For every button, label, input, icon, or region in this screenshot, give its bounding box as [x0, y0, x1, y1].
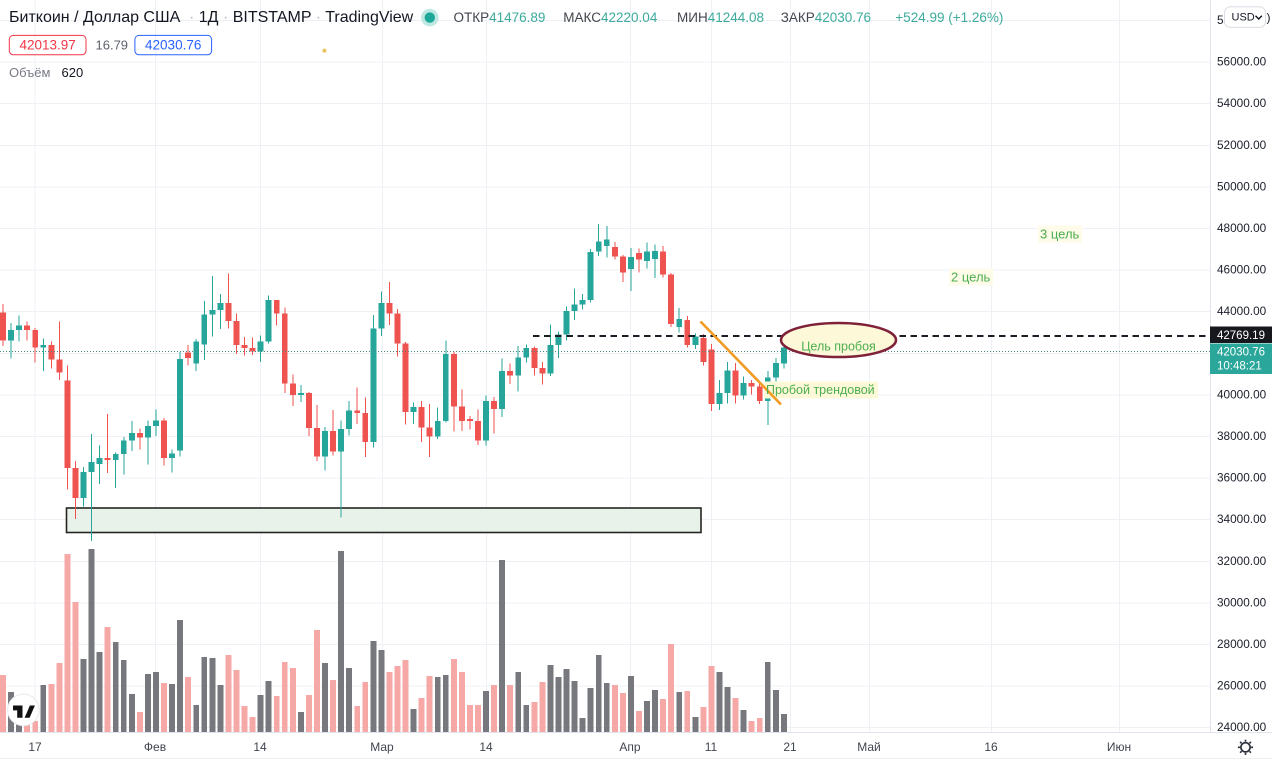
svg-text:14: 14	[479, 740, 493, 754]
svg-text:46000.00: 46000.00	[1217, 263, 1267, 277]
svg-text:38000.00: 38000.00	[1217, 429, 1267, 443]
svg-text:34000.00: 34000.00	[1217, 512, 1267, 526]
svg-text:42013.97: 42013.97	[19, 38, 75, 53]
svg-text:Мар: Мар	[370, 740, 394, 754]
svg-text:USD: USD	[1232, 12, 1255, 24]
svg-text:Цель пробоя: Цель пробоя	[801, 340, 876, 354]
svg-text:2 цель: 2 цель	[951, 270, 991, 285]
svg-text:Апр: Апр	[619, 740, 641, 754]
svg-text:28000.00: 28000.00	[1217, 637, 1267, 651]
svg-text:· 1Д · BITSTAMP · TradingView: · 1Д · BITSTAMP · TradingView	[189, 9, 414, 26]
svg-text:48000.00: 48000.00	[1217, 221, 1267, 235]
svg-text:42030.76: 42030.76	[145, 38, 201, 53]
svg-text:Объём: Объём	[9, 65, 50, 80]
svg-text:10:48:21: 10:48:21	[1217, 361, 1262, 373]
svg-text:42769.19: 42769.19	[1217, 330, 1265, 342]
svg-text:56000.00: 56000.00	[1217, 55, 1267, 69]
svg-text:Фев: Фев	[144, 740, 166, 754]
svg-text:44000.00: 44000.00	[1217, 304, 1267, 318]
svg-text:620: 620	[62, 65, 84, 80]
svg-text:11: 11	[705, 740, 718, 754]
svg-text:36000.00: 36000.00	[1217, 471, 1267, 485]
svg-text:21: 21	[783, 740, 797, 754]
svg-text:54000.00: 54000.00	[1217, 96, 1267, 110]
svg-text:16: 16	[984, 740, 998, 754]
svg-text:16.79: 16.79	[96, 38, 129, 53]
svg-text:3 цель: 3 цель	[1040, 227, 1080, 242]
svg-text:40000.00: 40000.00	[1217, 387, 1267, 401]
svg-text:26000.00: 26000.00	[1217, 679, 1267, 693]
svg-text:17: 17	[28, 740, 42, 754]
svg-text:30000.00: 30000.00	[1217, 595, 1267, 609]
svg-text:52000.00: 52000.00	[1217, 138, 1267, 152]
svg-text:Июн: Июн	[1107, 740, 1131, 754]
svg-text:): )	[1267, 11, 1271, 25]
svg-text:Пробой трендовой: Пробой трендовой	[766, 383, 875, 397]
svg-text:Май: Май	[857, 740, 881, 754]
svg-text:24000.00: 24000.00	[1217, 720, 1267, 734]
svg-text:32000.00: 32000.00	[1217, 554, 1267, 568]
svg-text:42030.76: 42030.76	[1217, 347, 1265, 359]
svg-text:50000.00: 50000.00	[1217, 179, 1267, 193]
svg-text:Биткоин / Доллар США: Биткоин / Доллар США	[9, 9, 181, 26]
svg-text:14: 14	[253, 740, 267, 754]
